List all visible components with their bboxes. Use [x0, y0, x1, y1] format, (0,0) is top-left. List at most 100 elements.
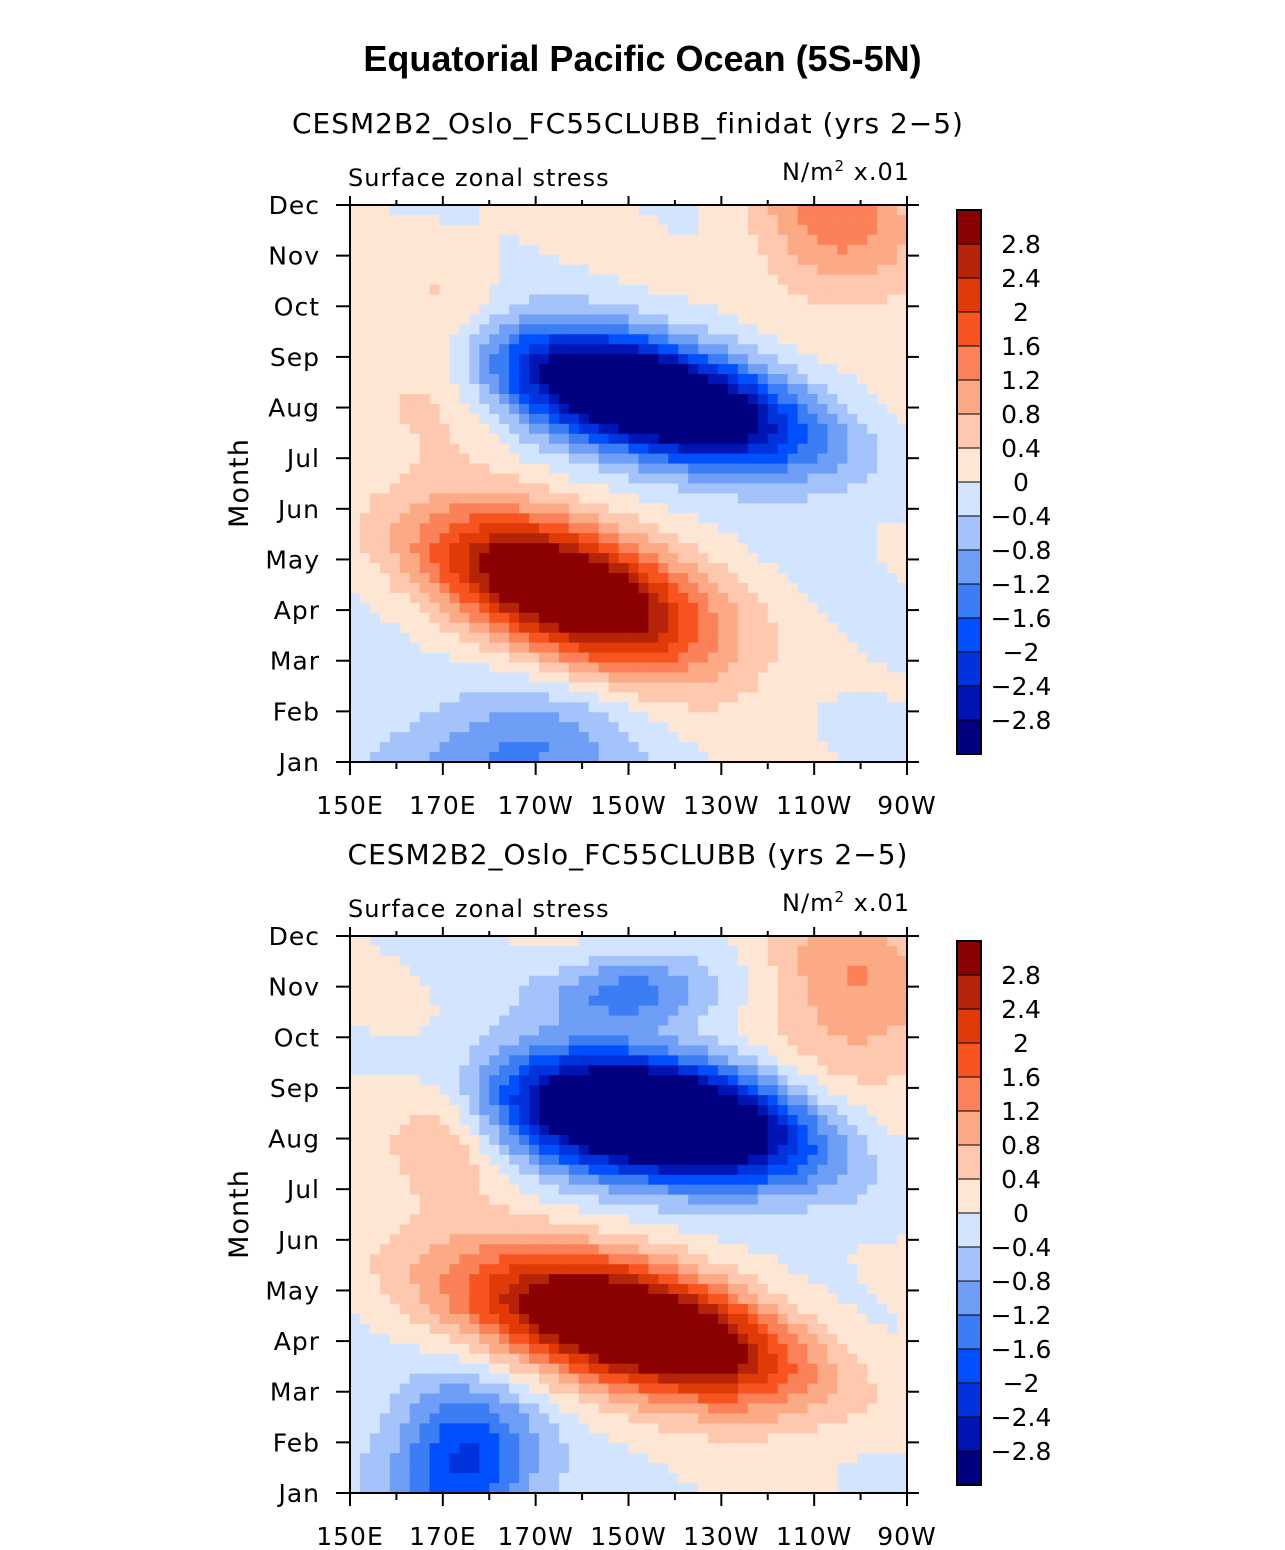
contour-cell — [449, 1214, 461, 1226]
contour-cell — [867, 622, 878, 634]
contour-cell — [698, 533, 709, 544]
contour-cell — [538, 1144, 550, 1156]
contour-cell — [419, 975, 431, 987]
contour-cell — [847, 1214, 858, 1226]
contour-cell — [459, 254, 470, 266]
contour-cell — [638, 1025, 649, 1037]
contour-cell — [409, 662, 421, 674]
contour-cell — [429, 1204, 441, 1216]
contour-cell — [827, 985, 838, 997]
contour-cell — [688, 662, 699, 674]
contour-cell — [598, 344, 610, 355]
contour-cell — [529, 632, 540, 644]
contour-cell — [538, 443, 550, 455]
contour-cell — [628, 1065, 640, 1076]
contour-cell — [668, 1194, 679, 1206]
contour-cell — [777, 423, 789, 435]
contour-cell — [757, 592, 769, 604]
contour-cell — [857, 533, 868, 544]
contour-cell — [897, 1015, 907, 1027]
contour-cell — [359, 205, 371, 216]
contour-cell — [568, 553, 580, 564]
contour-cell — [519, 284, 530, 296]
contour-cell — [459, 1214, 470, 1226]
contour-cell — [847, 1144, 858, 1156]
contour-cell — [429, 1164, 441, 1176]
contour-cell — [469, 483, 480, 495]
contour-cell — [350, 205, 361, 216]
contour-cell — [698, 702, 709, 713]
contour-cell — [618, 294, 630, 306]
contour-cell — [678, 712, 689, 723]
contour-cell — [737, 413, 749, 425]
contour-cell — [439, 1204, 451, 1216]
contour-cell — [529, 945, 540, 957]
contour-cell — [668, 632, 679, 644]
contour-cell — [668, 274, 679, 286]
contour-cell — [558, 254, 570, 266]
contour-cell — [688, 1224, 699, 1235]
contour-cell — [359, 1144, 371, 1156]
contour-cell — [708, 543, 719, 554]
contour-cell — [698, 1085, 709, 1096]
contour-cell — [489, 304, 500, 316]
contour-cell — [618, 622, 630, 634]
contour-cell — [529, 254, 540, 266]
contour-cell — [519, 1065, 530, 1076]
contour-cell — [887, 523, 898, 534]
contour-cell — [727, 592, 739, 604]
contour-cell — [678, 702, 689, 713]
contour-cell — [827, 1234, 838, 1245]
contour-cell — [827, 742, 838, 753]
contour-cell — [727, 214, 739, 226]
contour-cell — [638, 622, 649, 634]
contour-cell — [578, 453, 590, 465]
contour-cell — [489, 1174, 500, 1186]
contour-cell — [459, 553, 470, 564]
contour-cell — [578, 244, 590, 256]
contour-cell — [648, 642, 659, 654]
contour-cell — [369, 553, 381, 564]
contour-cell — [489, 622, 500, 634]
contour-cell — [369, 533, 381, 544]
contour-cell — [737, 752, 749, 762]
contour-cell — [708, 742, 719, 753]
contour-cell — [459, 592, 470, 604]
contour-cell — [767, 945, 779, 957]
contour-cell — [767, 403, 779, 415]
contour-cell — [698, 543, 709, 554]
contour-cell — [648, 443, 659, 455]
contour-cell — [568, 374, 580, 385]
contour-cell — [439, 224, 451, 236]
contour-cell — [727, 985, 739, 997]
contour-cell — [479, 592, 490, 604]
contour-cell — [718, 214, 729, 226]
contour-cell — [558, 1134, 570, 1146]
contour-cell — [787, 344, 799, 355]
contour-cell — [439, 374, 451, 385]
contour-cell — [509, 1234, 520, 1245]
contour-cell — [628, 1105, 640, 1116]
contour-cell — [558, 1075, 570, 1086]
contour-cell — [439, 573, 451, 584]
contour-cell — [668, 473, 679, 485]
contour-cell — [350, 274, 361, 286]
contour-cell — [777, 413, 789, 425]
contour-cell — [718, 264, 729, 276]
contour-cell — [737, 965, 749, 977]
contour-cell — [519, 742, 530, 753]
contour-cell — [618, 304, 630, 316]
contour-cell — [409, 214, 421, 226]
contour-cell — [459, 543, 470, 554]
contour-cell — [847, 1164, 858, 1176]
contour-cell — [459, 234, 470, 246]
contour-cell — [519, 672, 530, 684]
contour-cell — [608, 732, 620, 743]
contour-cell — [847, 1234, 858, 1245]
contour-cell — [499, 1144, 510, 1156]
contour-cell — [638, 722, 649, 733]
contour-cell — [399, 722, 411, 733]
contour-cell — [837, 1214, 848, 1226]
contour-cell — [509, 1095, 520, 1106]
contour-cell — [419, 662, 431, 674]
